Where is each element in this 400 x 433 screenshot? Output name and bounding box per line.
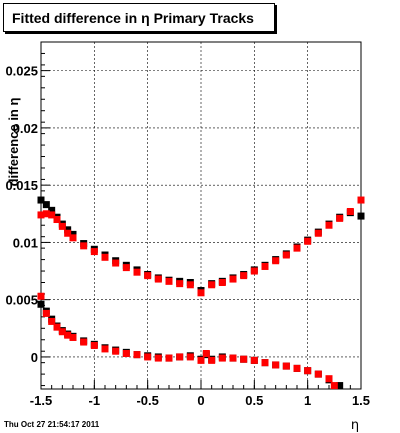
- y-tick-label: 0.02: [13, 121, 38, 136]
- y-tick-label: 0.015: [5, 178, 38, 193]
- data-point-series-2-upper: [176, 280, 184, 288]
- data-point-series-2-lower: [202, 349, 210, 357]
- x-tick-label: 0.5: [245, 393, 263, 408]
- data-point-series-2-lower: [90, 341, 98, 349]
- grid-lines: [40, 42, 362, 389]
- data-point-series-2-lower: [165, 354, 173, 362]
- x-tick-label: -1.5: [30, 393, 52, 408]
- data-point-series-2-upper: [122, 264, 130, 272]
- data-point-series-2-upper: [112, 259, 120, 267]
- data-point-series-2-lower: [80, 338, 88, 346]
- data-point-series-2-lower: [282, 362, 290, 370]
- data-point-series-2-upper: [165, 277, 173, 285]
- data-point-series-2-lower: [154, 354, 162, 362]
- data-point-series-2-lower: [176, 353, 184, 361]
- data-point-series-2-upper: [48, 211, 56, 219]
- data-point-series-2-lower: [144, 353, 152, 361]
- data-point-series-1-lower: [336, 382, 344, 390]
- x-axis-label: η: [351, 418, 359, 433]
- axis-ticks: [40, 52, 362, 389]
- data-point-series-1-lower: [37, 300, 45, 308]
- data-point-series-2-upper: [42, 210, 50, 218]
- data-point-series-2-upper: [53, 216, 61, 224]
- y-tick-label: 0.005: [5, 293, 38, 308]
- data-point-series-2-upper: [144, 272, 152, 280]
- data-point-series-2-upper: [58, 222, 66, 230]
- data-point-series-2-lower: [330, 382, 338, 390]
- data-point-series-2-lower: [48, 317, 56, 325]
- data-point-series-2-upper: [346, 207, 354, 215]
- data-point-series-2-upper: [154, 275, 162, 283]
- data-point-series-2-upper: [218, 278, 226, 286]
- data-point-series-2-lower: [58, 328, 66, 336]
- data-point-series-2-upper: [133, 268, 141, 276]
- data-point-series-2-lower: [122, 349, 130, 357]
- data-point-series-2-upper: [357, 196, 365, 204]
- x-tick-label: 1.5: [352, 393, 370, 408]
- x-tick-label: -1: [89, 393, 101, 408]
- data-point-series-1-upper: [357, 212, 365, 220]
- data-point-series-2-lower: [208, 356, 216, 364]
- data-point-series-2-lower: [325, 375, 333, 383]
- data-point-series-2-upper: [101, 253, 109, 261]
- data-point-series-2-lower: [112, 347, 120, 355]
- data-point-series-2-lower: [218, 354, 226, 362]
- data-point-series-2-lower: [69, 333, 77, 341]
- x-tick-label: 0: [197, 393, 204, 408]
- data-point-series-2-lower: [53, 323, 61, 331]
- data-point-series-2-lower: [133, 351, 141, 359]
- y-tick-label: 0.01: [13, 235, 38, 250]
- x-tick-label: 1: [304, 393, 311, 408]
- y-tick-label: 0: [31, 350, 38, 365]
- data-point-series-1-upper: [42, 201, 50, 209]
- data-point-series-2-upper: [272, 257, 280, 265]
- data-point-series-2-upper: [186, 281, 194, 289]
- data-point-series-2-upper: [240, 272, 248, 280]
- data-point-series-2-upper: [282, 251, 290, 259]
- y-axis-label: difference in η: [6, 98, 21, 187]
- data-point-series-2-lower: [229, 354, 237, 362]
- data-point-series-2-lower: [197, 356, 205, 364]
- data-point-series-2-upper: [90, 248, 98, 256]
- data-point-series-2-lower: [293, 364, 301, 372]
- data-point-series-2-upper: [261, 262, 269, 270]
- y-tick-label: 0.025: [5, 64, 38, 79]
- data-point-series-2-upper: [37, 211, 45, 219]
- data-point-series-2-upper: [197, 289, 205, 297]
- data-point-series-2-upper: [80, 242, 88, 250]
- data-point-series-2-upper: [250, 267, 258, 275]
- x-tick-label: -0.5: [136, 393, 158, 408]
- tick-labels: -1.5 -1 -0.5 0 0.5 1 1.5 0 0.005 0.01 0.015 0.02 0.0…: [5, 64, 370, 408]
- data-point-series-2-lower: [101, 345, 109, 353]
- data-point-series-2-lower: [272, 361, 280, 369]
- footer-timestamp: Thu Oct 27 21:54:17 2011: [4, 420, 100, 429]
- data-point-series-2-upper: [314, 229, 322, 237]
- data-point-series-2-lower: [186, 353, 194, 361]
- data-point-series-2-lower: [314, 370, 322, 378]
- data-point-series-2-lower: [261, 359, 269, 367]
- data-point-series-2-upper: [229, 275, 237, 283]
- data-markers: [37, 196, 365, 390]
- data-point-series-2-lower: [42, 309, 50, 317]
- data-point-series-1-upper: [37, 196, 45, 204]
- data-point-series-2-lower: [240, 355, 248, 363]
- data-point-series-2-upper: [293, 244, 301, 252]
- title-box: Fitted difference in η Primary Tracks: [3, 3, 275, 32]
- data-point-series-2-upper: [304, 237, 312, 245]
- data-point-series-2-upper: [208, 281, 216, 289]
- data-point-series-2-upper: [336, 214, 344, 222]
- data-point-series-2-upper: [325, 221, 333, 229]
- data-point-series-2-lower: [64, 331, 72, 339]
- chart-title: Fitted difference in η Primary Tracks: [12, 10, 254, 26]
- data-point-series-2-lower: [37, 292, 45, 300]
- data-point-series-2-upper: [69, 234, 77, 242]
- data-point-series-2-lower: [304, 367, 312, 375]
- data-point-series-2-lower: [250, 356, 258, 364]
- data-point-series-1-upper: [48, 206, 56, 214]
- data-point-series-2-upper: [64, 229, 72, 237]
